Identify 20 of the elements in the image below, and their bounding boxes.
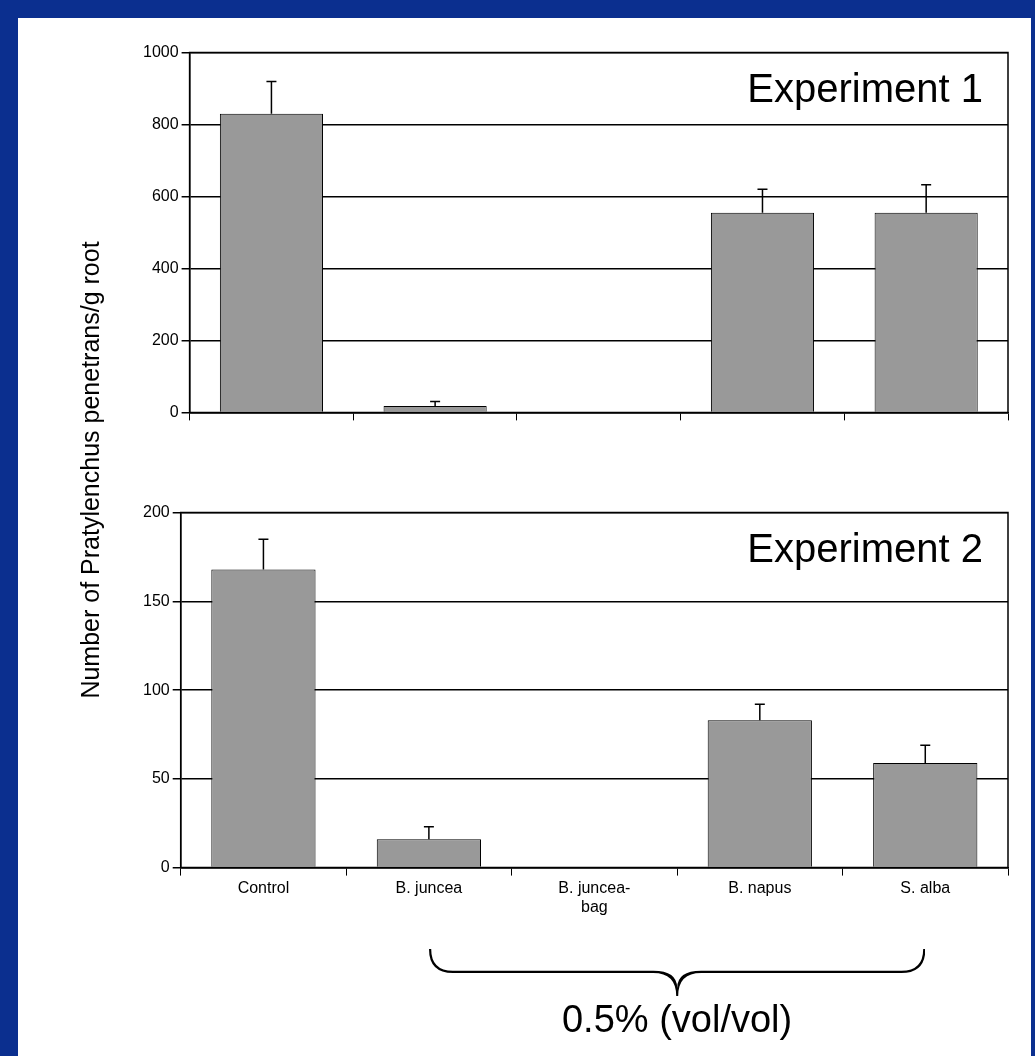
y-tick-label: 50	[151, 769, 170, 787]
y-tick-label: 600	[151, 186, 179, 204]
text: 0.5% (vol/vol)	[561, 998, 793, 1041]
x-tick-label: B. napus	[728, 878, 792, 896]
x-tick-label: B. juncea-bag	[558, 878, 631, 915]
y-tick-label: 100	[142, 680, 170, 698]
y-tick-label: 0	[160, 858, 170, 876]
y-axis-title: Number of Pratylenchus penetrans/g root	[75, 241, 105, 699]
annotation: Experiment 1	[747, 65, 983, 110]
y-tick-label: 1000	[143, 43, 179, 61]
annotation: Experiment 2	[747, 525, 983, 570]
x-tick-label: Control	[237, 878, 290, 896]
x-tick-label: B. juncea	[395, 878, 463, 896]
y-tick-label: 800	[151, 114, 179, 132]
y-tick-label: 0	[169, 402, 179, 420]
y-tick-label: 150	[142, 591, 170, 609]
x-tick-label: S. alba	[900, 878, 951, 896]
y-tick-label: 200	[142, 503, 170, 521]
y-tick-label: 200	[151, 330, 179, 348]
y-tick-label: 400	[151, 258, 179, 276]
